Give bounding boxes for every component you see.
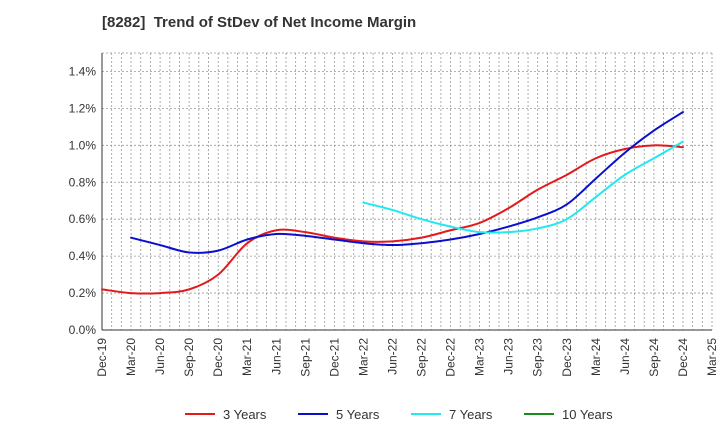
chart-title: [8282] Trend of StDev of Net Income Marg…	[102, 14, 417, 31]
x-tick-label: Mar-20	[124, 338, 138, 376]
x-tick-label: Dec-21	[327, 338, 341, 377]
x-tick-label: Dec-19	[95, 338, 109, 377]
x-tick-label: Mar-23	[473, 338, 487, 376]
x-tick-label: Dec-22	[444, 338, 458, 377]
x-tick-label: Jun-20	[153, 338, 167, 375]
y-tick-label: 1.2%	[69, 101, 97, 115]
legend-label-5-years: 5 Years	[336, 407, 380, 422]
legend-label-7-years: 7 Years	[449, 407, 493, 422]
series-line-3-years	[101, 144, 684, 295]
x-tick-label: Dec-20	[211, 338, 225, 377]
x-tick-label: Dec-23	[560, 338, 574, 377]
series-line-7-years	[362, 140, 684, 234]
x-tick-label: Sep-22	[415, 338, 429, 377]
x-tick-label: Sep-20	[182, 338, 196, 377]
x-tick-label: Mar-25	[705, 338, 719, 376]
y-tick-label: 1.0%	[69, 138, 97, 152]
legend-label-10-years: 10 Years	[562, 407, 613, 422]
x-tick-label: Jun-21	[269, 338, 283, 375]
legend-label-3-years: 3 Years	[223, 407, 267, 422]
x-tick-label: Jun-24	[618, 338, 632, 375]
x-tick-label: Dec-24	[676, 338, 690, 377]
x-tick-label: Jun-22	[385, 338, 399, 375]
x-tick-label: Sep-23	[531, 338, 545, 377]
x-tick-label: Sep-21	[298, 338, 312, 377]
y-tick-label: 1.4%	[69, 64, 97, 78]
y-tick-label: 0.0%	[69, 323, 97, 337]
y-tick-label: 0.2%	[69, 286, 97, 300]
x-tick-label: Mar-24	[589, 338, 603, 376]
series-line-5-years	[130, 111, 684, 254]
y-tick-label: 0.6%	[69, 212, 97, 226]
y-tick-label: 0.4%	[69, 249, 97, 263]
y-tick-label: 0.8%	[69, 175, 97, 189]
x-tick-label: Jun-23	[502, 338, 516, 375]
x-tick-label: Mar-22	[356, 338, 370, 376]
x-tick-label: Mar-21	[240, 338, 254, 376]
x-tick-label: Sep-24	[647, 338, 661, 377]
